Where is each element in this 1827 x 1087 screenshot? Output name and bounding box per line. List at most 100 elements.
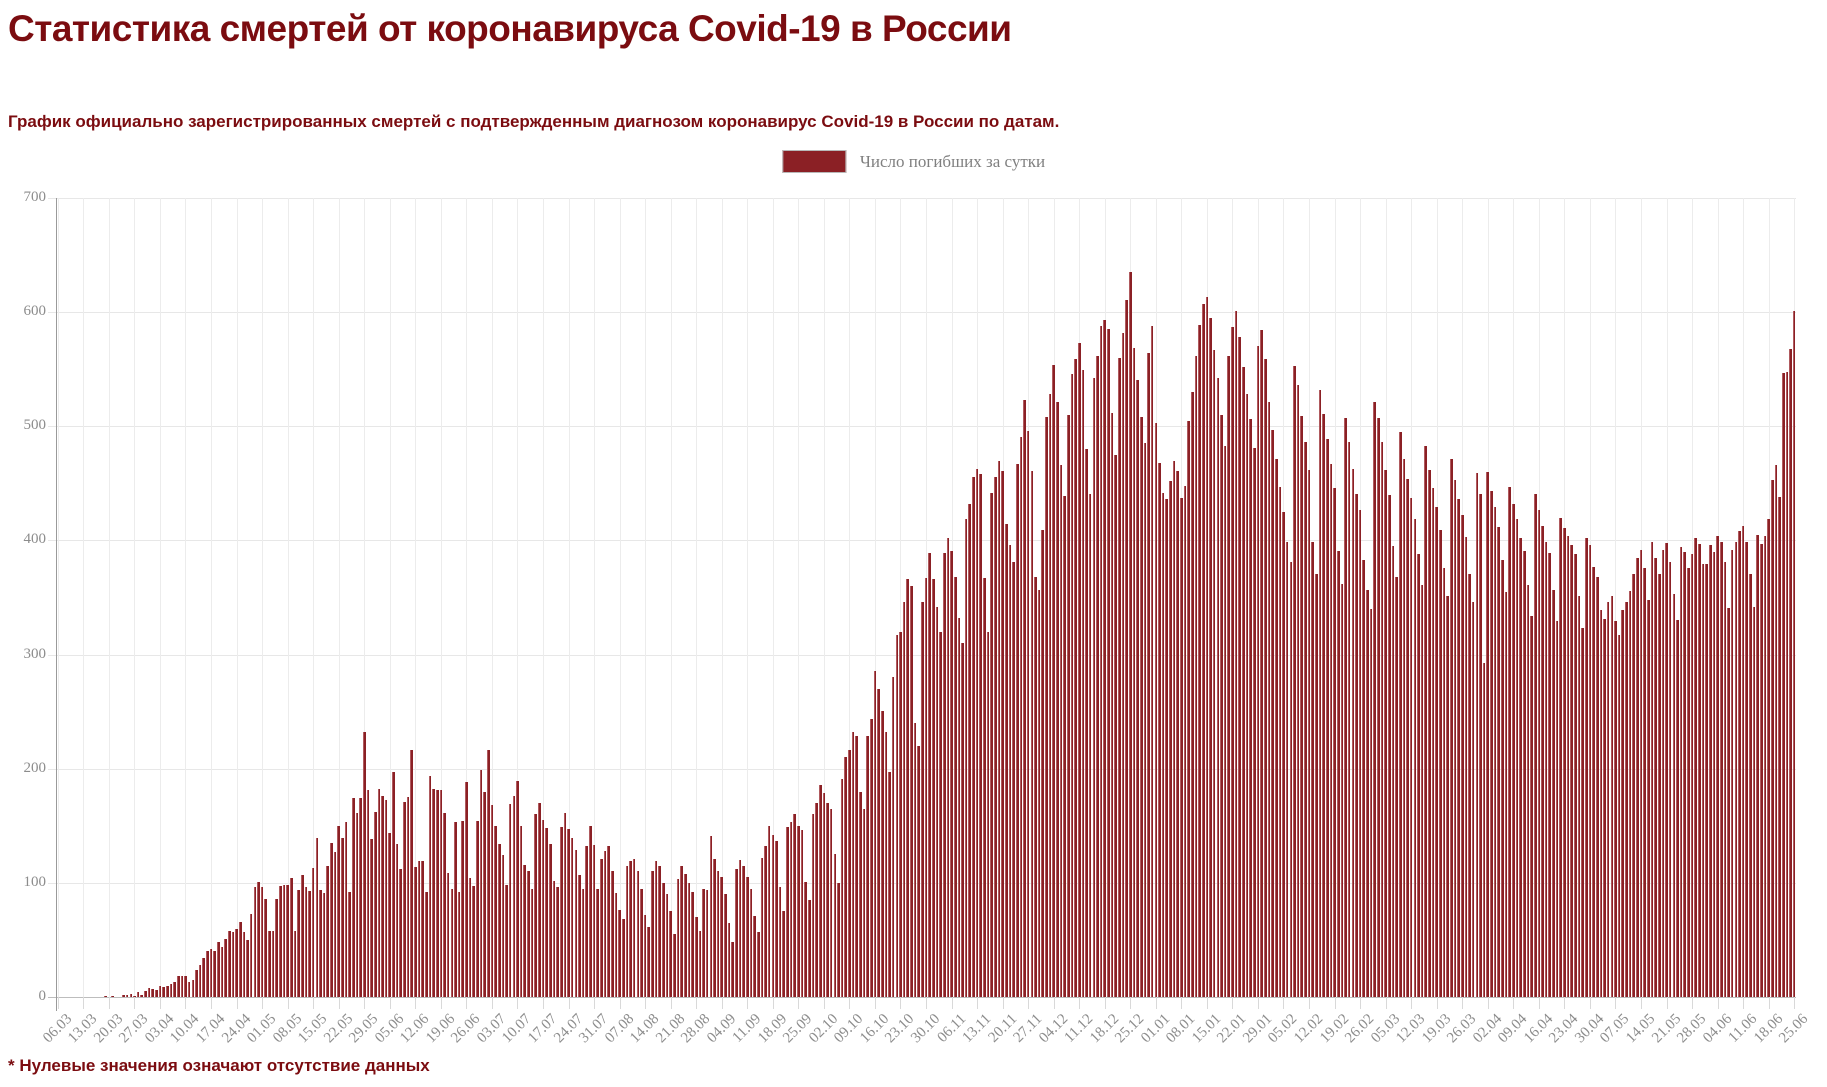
bar[interactable] bbox=[997, 460, 1001, 997]
bar[interactable] bbox=[1344, 418, 1347, 997]
bar[interactable] bbox=[512, 796, 516, 997]
bar[interactable] bbox=[1588, 545, 1592, 997]
bar[interactable] bbox=[249, 913, 253, 997]
bar[interactable] bbox=[435, 790, 439, 997]
bar[interactable] bbox=[669, 911, 672, 997]
bar[interactable] bbox=[1183, 485, 1187, 997]
bar[interactable] bbox=[1015, 463, 1019, 997]
bar[interactable] bbox=[1457, 499, 1460, 997]
bar[interactable] bbox=[231, 931, 235, 997]
bar[interactable] bbox=[1760, 543, 1763, 997]
bar[interactable] bbox=[330, 842, 333, 997]
bar[interactable] bbox=[1395, 576, 1398, 997]
bar[interactable] bbox=[873, 670, 877, 997]
bar[interactable] bbox=[786, 826, 789, 997]
bar[interactable] bbox=[1037, 589, 1041, 997]
bar[interactable] bbox=[1698, 543, 1701, 997]
bar[interactable] bbox=[1701, 564, 1705, 997]
bar[interactable] bbox=[756, 931, 760, 997]
bar[interactable] bbox=[388, 832, 392, 997]
bar[interactable] bbox=[877, 688, 880, 997]
bar[interactable] bbox=[1220, 414, 1223, 997]
bar[interactable] bbox=[979, 474, 983, 997]
bar[interactable] bbox=[1307, 469, 1311, 997]
bar[interactable] bbox=[917, 745, 921, 997]
bar[interactable] bbox=[735, 869, 738, 997]
bar[interactable] bbox=[333, 852, 337, 997]
bar[interactable] bbox=[1198, 324, 1201, 997]
bar[interactable] bbox=[370, 839, 373, 997]
bar[interactable] bbox=[793, 814, 796, 997]
bar[interactable] bbox=[395, 844, 399, 997]
bar[interactable] bbox=[705, 889, 709, 997]
bar[interactable] bbox=[501, 855, 505, 997]
bar[interactable] bbox=[990, 492, 993, 997]
bar[interactable] bbox=[1304, 442, 1307, 997]
bar[interactable] bbox=[1727, 607, 1730, 997]
bar[interactable] bbox=[1366, 589, 1369, 997]
bar[interactable] bbox=[1785, 371, 1789, 997]
bar[interactable] bbox=[611, 871, 614, 997]
bar[interactable] bbox=[1508, 486, 1511, 997]
bar[interactable] bbox=[636, 871, 640, 997]
bar[interactable] bbox=[355, 813, 359, 997]
bar[interactable] bbox=[129, 993, 133, 997]
bar[interactable] bbox=[1789, 348, 1792, 997]
bar[interactable] bbox=[1668, 562, 1672, 997]
bar[interactable] bbox=[1730, 549, 1734, 997]
bar[interactable] bbox=[446, 872, 450, 997]
bar[interactable] bbox=[457, 892, 461, 997]
bar[interactable] bbox=[1318, 389, 1322, 997]
bar[interactable] bbox=[337, 825, 341, 997]
bar[interactable] bbox=[807, 899, 811, 997]
bar[interactable] bbox=[1716, 535, 1719, 997]
bar[interactable] bbox=[1676, 620, 1679, 997]
bar[interactable] bbox=[888, 772, 891, 997]
bar[interactable] bbox=[122, 994, 125, 997]
bar[interactable] bbox=[1355, 493, 1358, 997]
bar[interactable] bbox=[1548, 552, 1552, 997]
bar[interactable] bbox=[848, 750, 851, 997]
bar[interactable] bbox=[815, 802, 818, 997]
bar[interactable] bbox=[902, 602, 906, 997]
bar[interactable] bbox=[964, 518, 968, 997]
bar[interactable] bbox=[1709, 545, 1712, 997]
bar[interactable] bbox=[235, 928, 238, 997]
bar[interactable] bbox=[767, 825, 771, 997]
bar[interactable] bbox=[125, 994, 129, 997]
bar[interactable] bbox=[1650, 541, 1654, 997]
bar[interactable] bbox=[1176, 470, 1180, 997]
bar[interactable] bbox=[1059, 465, 1063, 997]
bar[interactable] bbox=[870, 718, 873, 997]
bar[interactable] bbox=[895, 635, 899, 997]
bar[interactable] bbox=[490, 805, 494, 997]
bar[interactable] bbox=[1628, 590, 1632, 997]
bar[interactable] bbox=[424, 892, 428, 997]
bar[interactable] bbox=[1267, 402, 1271, 997]
bar[interactable] bbox=[1369, 608, 1373, 997]
bar[interactable] bbox=[1614, 621, 1617, 997]
bar[interactable] bbox=[348, 892, 351, 997]
bar[interactable] bbox=[227, 930, 231, 997]
bar[interactable] bbox=[494, 825, 497, 997]
bar[interactable] bbox=[607, 846, 610, 997]
bar[interactable] bbox=[1417, 554, 1420, 997]
bar[interactable] bbox=[1158, 462, 1161, 997]
bar[interactable] bbox=[840, 779, 844, 997]
bar[interactable] bbox=[1238, 337, 1242, 997]
bar[interactable] bbox=[1409, 498, 1413, 997]
bar[interactable] bbox=[942, 552, 946, 997]
bar[interactable] bbox=[632, 858, 636, 997]
bar[interactable] bbox=[530, 888, 534, 997]
bar[interactable] bbox=[1161, 492, 1165, 997]
bar[interactable] bbox=[1026, 430, 1030, 997]
bar[interactable] bbox=[654, 861, 658, 997]
bar[interactable] bbox=[1439, 530, 1442, 997]
bar[interactable] bbox=[300, 874, 304, 997]
bar[interactable] bbox=[1278, 486, 1282, 997]
bar[interactable] bbox=[600, 858, 603, 997]
bar[interactable] bbox=[1293, 365, 1296, 997]
bar[interactable] bbox=[844, 757, 848, 997]
bar[interactable] bbox=[1139, 417, 1143, 997]
bar[interactable] bbox=[1584, 538, 1588, 997]
